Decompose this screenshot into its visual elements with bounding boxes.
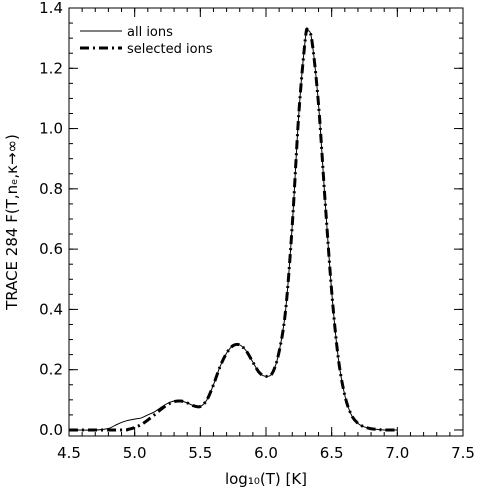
legend: all ions selected ions: [80, 25, 213, 57]
y-tick-label: 0.2: [39, 361, 63, 379]
y-axis-title: TRACE 284 F(T,nₑ,κ→∞): [3, 134, 21, 311]
y-tick-label: 0.6: [39, 240, 63, 258]
x-tick-label: 4.5: [57, 444, 81, 462]
x-tick-label: 6.0: [254, 444, 278, 462]
x-axis-title: log₁₀(T) [K]: [225, 470, 307, 488]
legend-label-selected-ions: selected ions: [127, 42, 213, 57]
series-layer: [68, 27, 398, 432]
x-tick-label: 5.5: [188, 444, 212, 462]
y-tick-label: 1.2: [39, 59, 63, 77]
series-line-all-ions: [68, 28, 398, 431]
x-tick-label: 6.5: [320, 444, 344, 462]
x-tick-label: 7.5: [451, 444, 475, 462]
y-tick-label: 0.0: [39, 421, 63, 439]
y-tick-label: 1.4: [39, 0, 63, 17]
legend-label-all-ions: all ions: [127, 25, 173, 40]
series-line-selected-ions: [68, 27, 398, 432]
plot-frame: [68, 7, 464, 437]
y-tick-label: 0.4: [39, 300, 63, 318]
axes-layer: 4.5 5.0 5.5 6.0 6.5 7.0 7.5 0.0 0.2 0.4 0.6 0.8 1.0 1…: [39, 0, 475, 462]
x-tick-label: 7.0: [385, 444, 409, 462]
x-tick-label: 5.0: [123, 444, 147, 462]
y-tick-label: 1.0: [39, 120, 63, 138]
y-tick-label: 0.8: [39, 180, 63, 198]
